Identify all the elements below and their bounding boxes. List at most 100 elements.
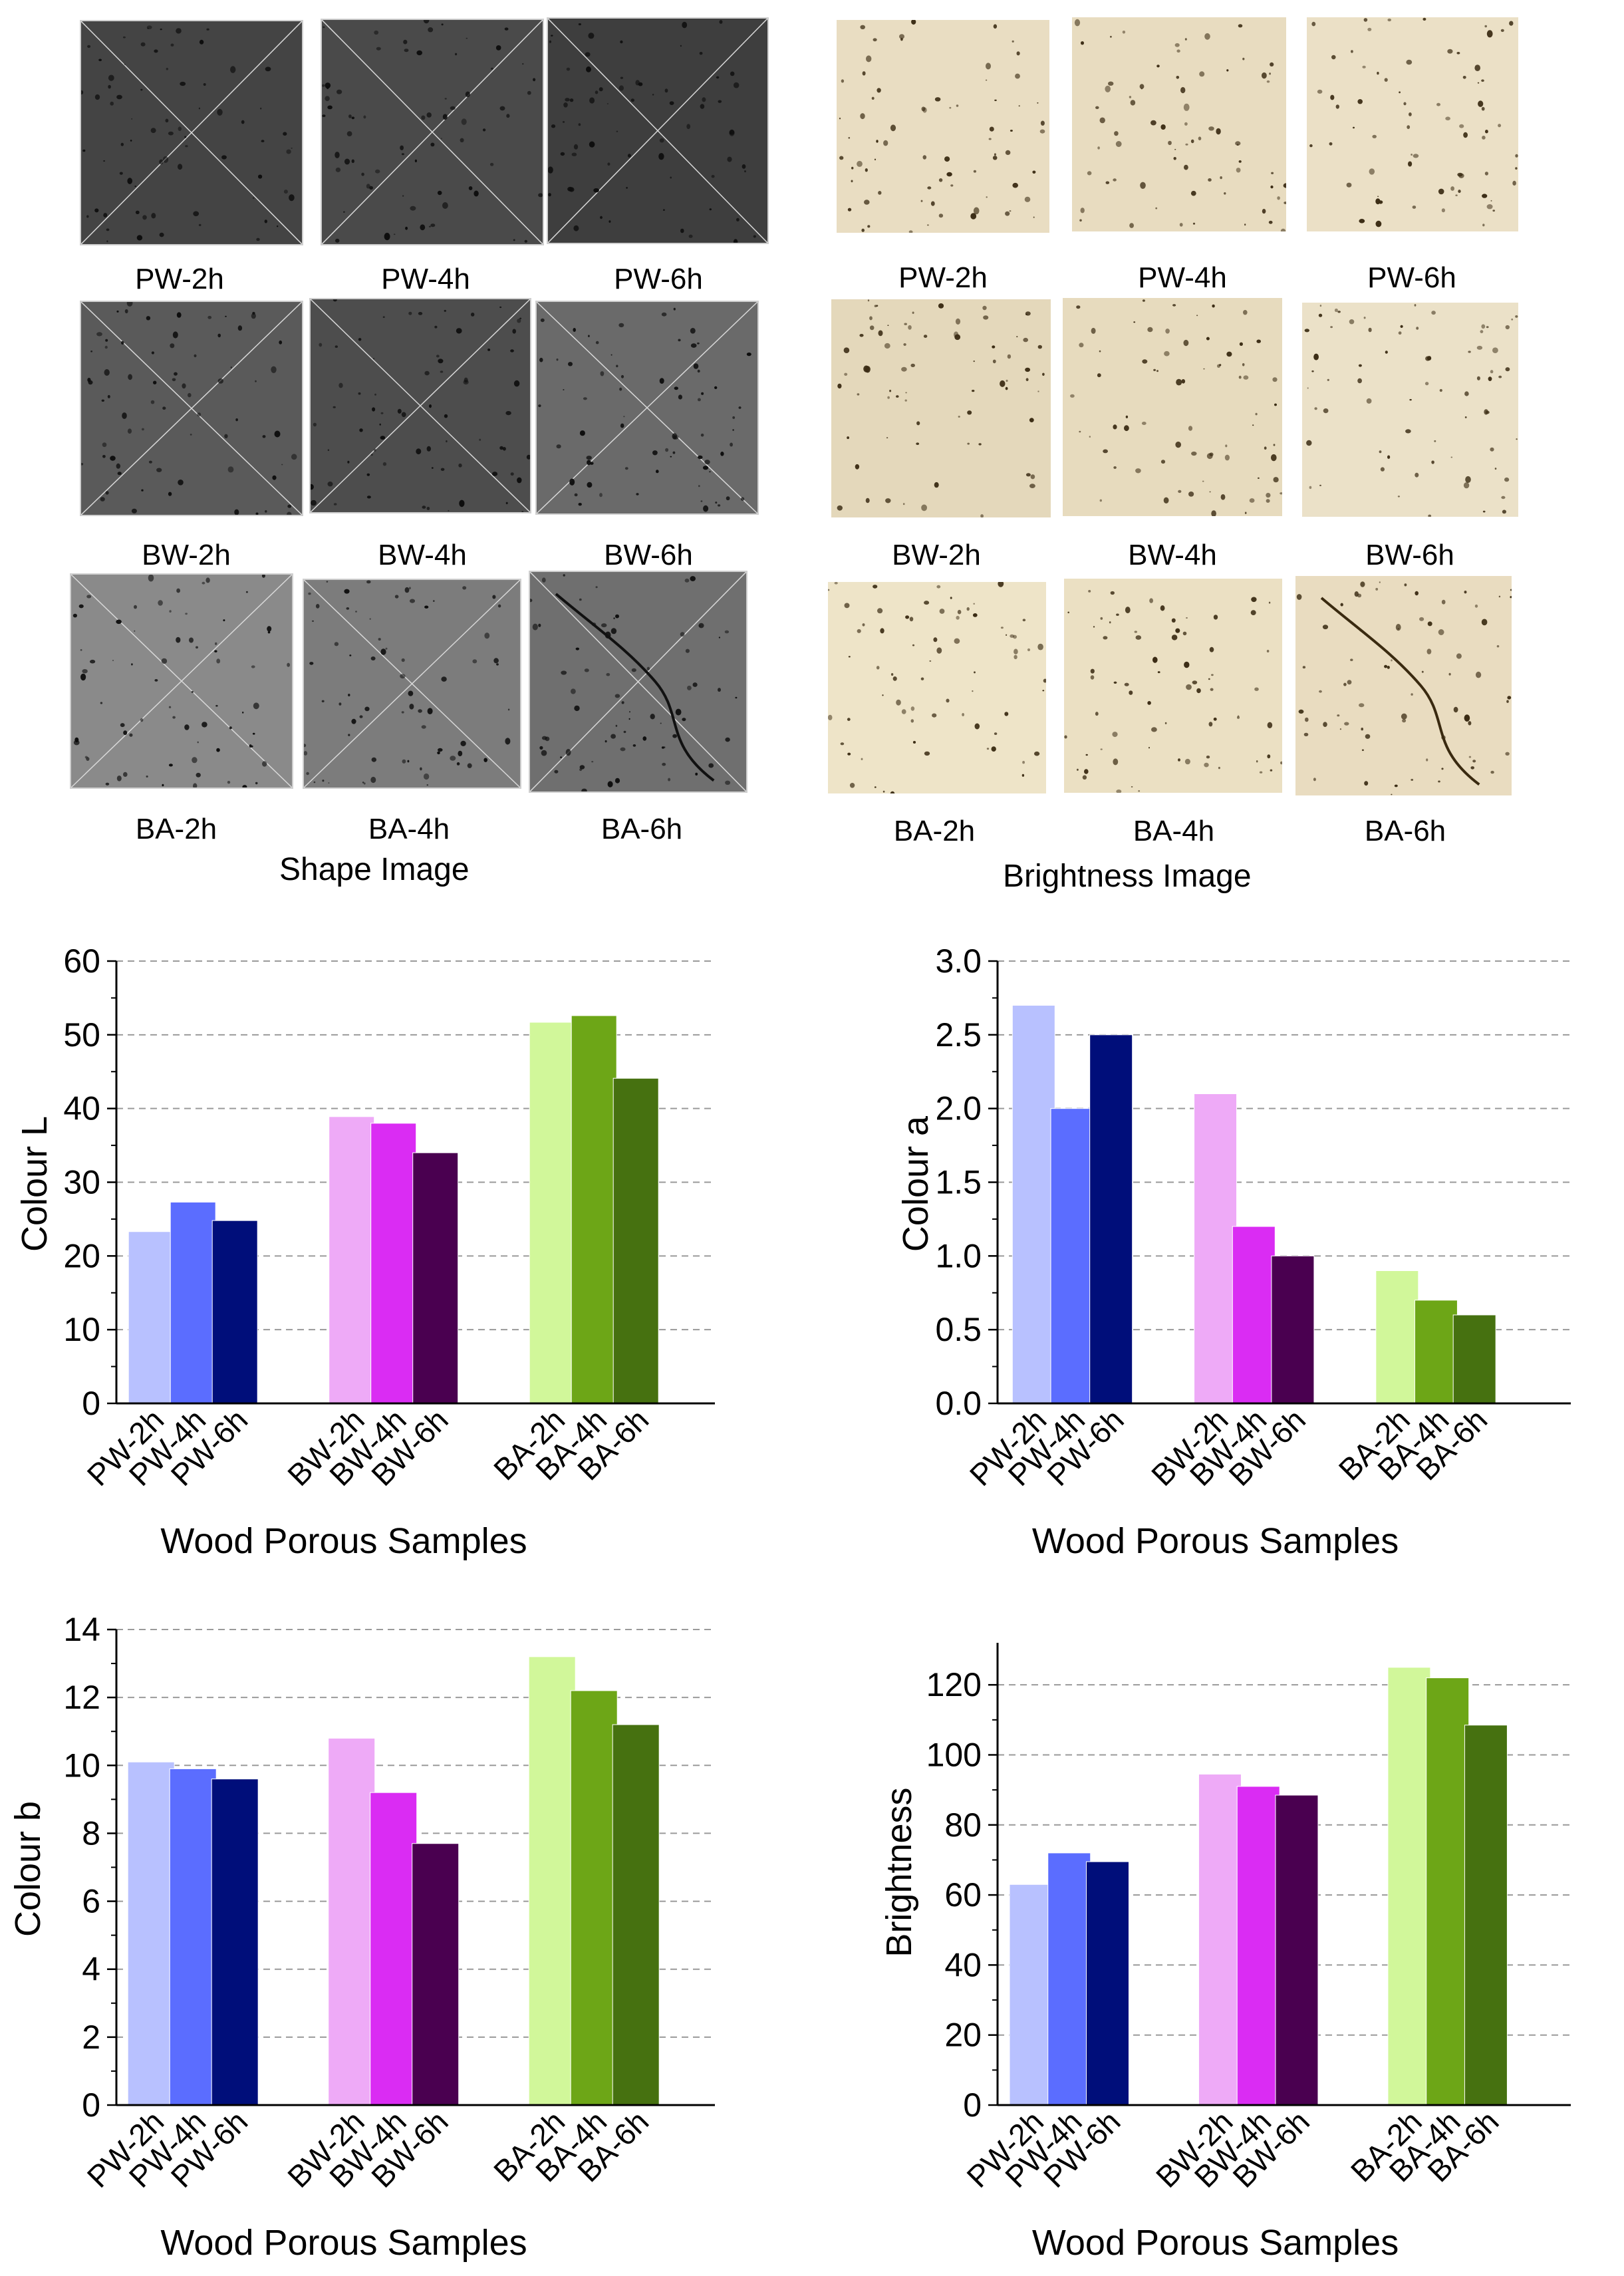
bar bbox=[1232, 1226, 1276, 1404]
shape-image-label: BW-4h bbox=[378, 539, 467, 571]
x-axis-title: Wood Porous Samples bbox=[160, 1521, 527, 1561]
bar bbox=[1452, 1314, 1496, 1404]
brightness-image-tile bbox=[1295, 576, 1512, 795]
brightness-image-label: BA-6h bbox=[1364, 815, 1446, 847]
shape-image-tile bbox=[535, 301, 759, 515]
shape-image-label: BA-4h bbox=[368, 813, 450, 845]
bar bbox=[329, 1116, 375, 1404]
y-tick-label: 80 bbox=[944, 1806, 982, 1844]
y-tick-label: 100 bbox=[926, 1736, 982, 1773]
brightness-image-tile bbox=[1072, 17, 1286, 231]
y-tick-label: 120 bbox=[926, 1666, 982, 1703]
y-tick-label: 12 bbox=[63, 1679, 100, 1716]
y-tick-label: 0 bbox=[963, 2086, 982, 2124]
brightness-image-label: PW-4h bbox=[1138, 261, 1227, 294]
y-tick-label: 40 bbox=[63, 1090, 100, 1127]
brightness-image-label: BA-2h bbox=[893, 815, 976, 847]
bar bbox=[1464, 1725, 1508, 2106]
bar bbox=[1194, 1093, 1238, 1404]
bar bbox=[170, 1201, 216, 1404]
brightness-image-tile bbox=[1302, 303, 1518, 517]
y-tick-label: 1.0 bbox=[935, 1237, 982, 1274]
y-tick-label: 0.5 bbox=[935, 1311, 982, 1348]
bar bbox=[1236, 1786, 1280, 2106]
y-tick-label: 2 bbox=[82, 2019, 100, 2056]
bar bbox=[1271, 1255, 1315, 1404]
shape-image-label: BA-6h bbox=[601, 813, 683, 845]
y-tick-label: 30 bbox=[63, 1164, 100, 1201]
y-tick-label: 1.5 bbox=[935, 1164, 982, 1201]
y-tick-label: 10 bbox=[63, 1747, 100, 1784]
bar bbox=[211, 1220, 258, 1404]
bar bbox=[211, 1778, 259, 2106]
bar bbox=[529, 1022, 575, 1404]
bar bbox=[128, 1231, 174, 1404]
y-tick-label: 6 bbox=[82, 1883, 100, 1920]
bar bbox=[370, 1123, 417, 1404]
bar bbox=[1387, 1667, 1431, 2106]
bar bbox=[169, 1768, 217, 2106]
shape-image-tile bbox=[70, 573, 293, 789]
bar bbox=[412, 1152, 459, 1404]
shape-image-label: PW-6h bbox=[614, 263, 703, 295]
brightness-image-label: BW-2h bbox=[892, 539, 981, 571]
x-axis-title: Wood Porous Samples bbox=[160, 2223, 527, 2263]
brightness-image-label: PW-2h bbox=[898, 261, 988, 294]
bar bbox=[1375, 1270, 1419, 1404]
bar bbox=[370, 1792, 418, 2106]
bar bbox=[1414, 1300, 1458, 1404]
y-tick-label: 50 bbox=[63, 1016, 100, 1054]
shape-image-tile bbox=[309, 298, 531, 513]
shape-image-tile bbox=[321, 19, 544, 245]
y-tick-label: 60 bbox=[944, 1876, 982, 1914]
bar bbox=[1050, 1108, 1094, 1404]
brightness-image-tile bbox=[828, 582, 1046, 793]
bar bbox=[1047, 1852, 1091, 2106]
bar bbox=[127, 1761, 175, 2106]
brightness-image-tile bbox=[831, 299, 1051, 517]
brightness-panel-title: Brightness Image bbox=[1003, 859, 1252, 894]
bar bbox=[571, 1015, 617, 1404]
y-tick-label: 0 bbox=[82, 2086, 100, 2124]
shape-image-label: BA-2h bbox=[135, 813, 217, 845]
shape-image-tile bbox=[303, 579, 521, 789]
shape-image-tile bbox=[547, 17, 769, 244]
shape-image-label: BW-2h bbox=[142, 539, 231, 571]
y-tick-label: 0 bbox=[82, 1385, 100, 1422]
brightness-image-label: BA-4h bbox=[1133, 815, 1215, 847]
bar bbox=[570, 1690, 618, 2106]
shape-image-label: BW-6h bbox=[604, 539, 693, 571]
y-tick-label: 4 bbox=[82, 1951, 100, 1988]
y-tick-label: 3.0 bbox=[935, 942, 982, 980]
y-tick-label: 40 bbox=[944, 1946, 982, 1983]
shape-image-label: PW-4h bbox=[381, 263, 470, 295]
y-tick-label: 10 bbox=[63, 1311, 100, 1348]
y-axis-title: Colour a bbox=[896, 1115, 936, 1252]
y-tick-label: 14 bbox=[63, 1611, 100, 1648]
brightness-image-label: BW-4h bbox=[1128, 539, 1217, 571]
brightness-image-label: PW-6h bbox=[1367, 261, 1456, 294]
shape-image-label: PW-2h bbox=[135, 263, 224, 295]
bar bbox=[612, 1724, 660, 2106]
brightness-image-tile bbox=[1064, 579, 1282, 793]
shape-image-tile bbox=[80, 20, 303, 245]
shape-image-tile bbox=[529, 571, 747, 793]
bar bbox=[328, 1737, 376, 2106]
y-tick-label: 2.5 bbox=[935, 1016, 982, 1054]
shape-image-tile bbox=[80, 301, 303, 516]
y-tick-label: 60 bbox=[63, 942, 100, 980]
bar bbox=[1012, 1005, 1055, 1404]
bar bbox=[1275, 1794, 1319, 2106]
bar bbox=[1089, 1034, 1133, 1404]
y-tick-label: 20 bbox=[944, 2017, 982, 2054]
y-axis-title: Colour L bbox=[15, 1116, 55, 1252]
bar bbox=[612, 1077, 659, 1404]
shape-panel-title: Shape Image bbox=[279, 852, 470, 887]
bar bbox=[412, 1843, 460, 2106]
brightness-image-tile bbox=[1063, 298, 1282, 516]
x-axis-title: Wood Porous Samples bbox=[1032, 2223, 1399, 2263]
bar bbox=[1426, 1677, 1470, 2106]
y-tick-label: 2.0 bbox=[935, 1090, 982, 1127]
y-axis-title: Brightness bbox=[879, 1787, 919, 1957]
